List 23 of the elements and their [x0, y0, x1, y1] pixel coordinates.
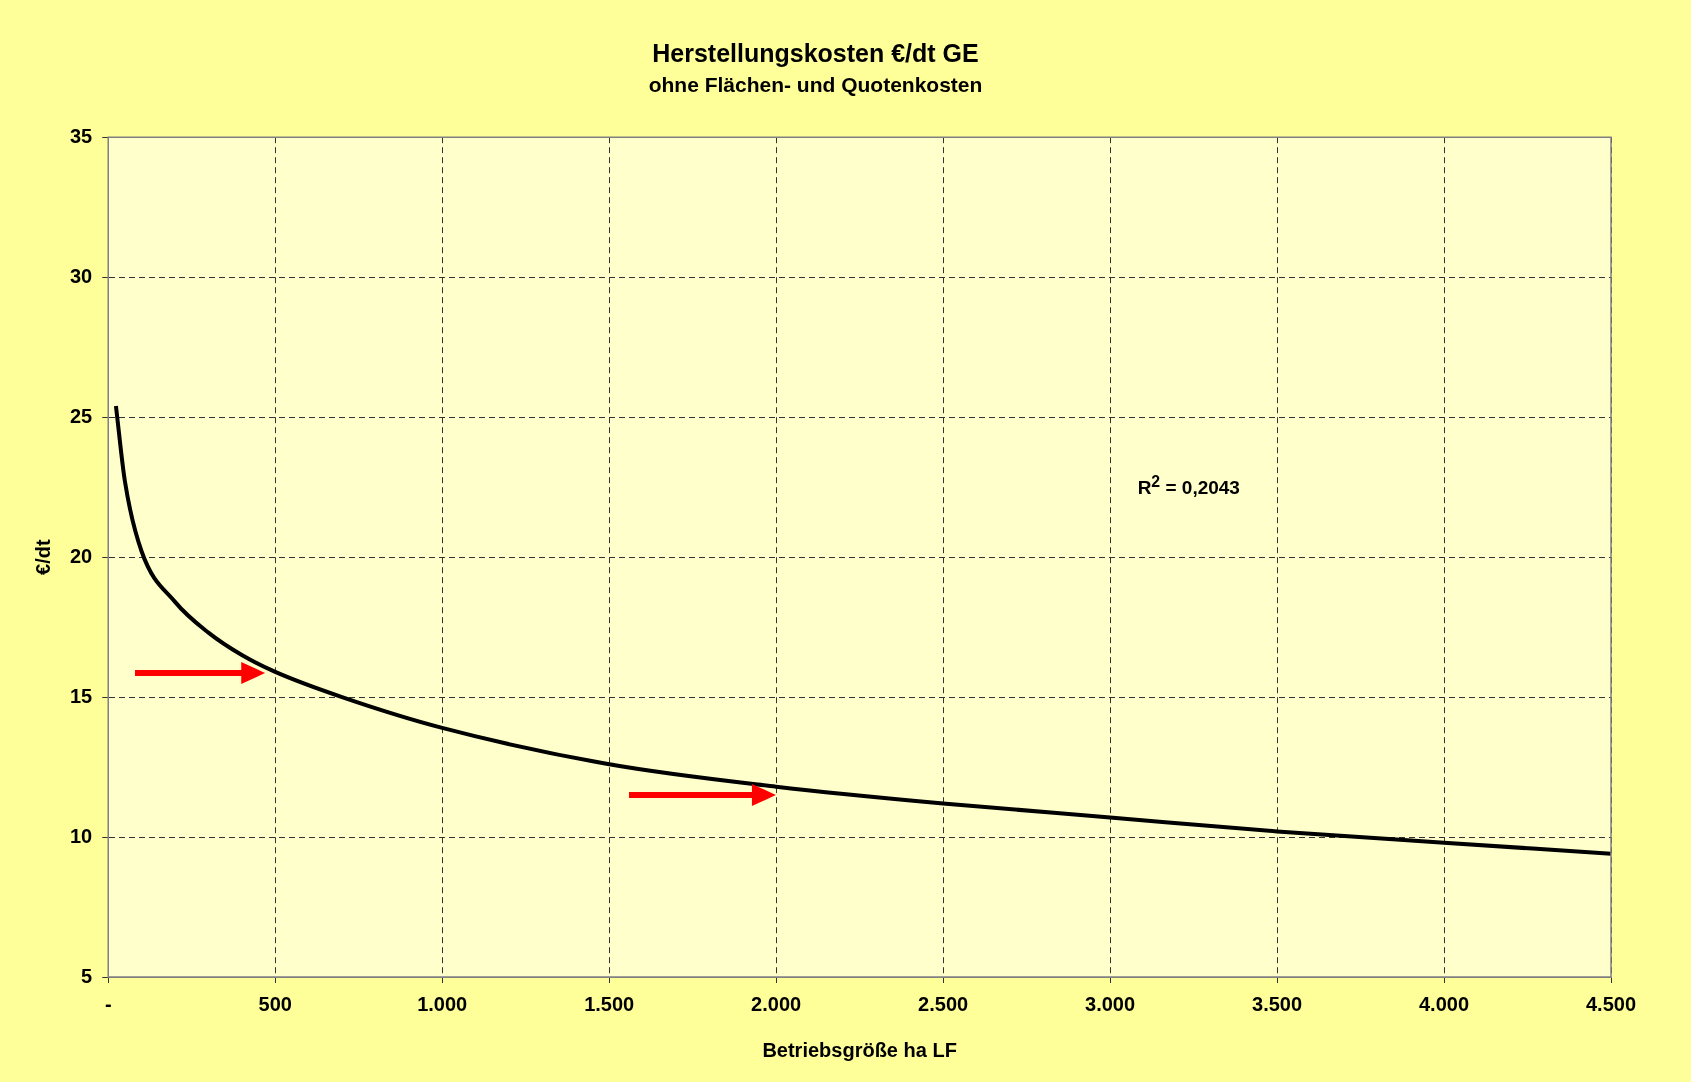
- x-tick-label: 3.000: [1085, 992, 1136, 1015]
- line-series: [113, 403, 1611, 856]
- x-tick-label: 4.000: [1419, 992, 1470, 1015]
- x-tick-label: 3.500: [1252, 992, 1303, 1015]
- y-tick-label: 25: [70, 404, 93, 427]
- x-tick-label: 2.000: [751, 992, 802, 1015]
- y-tick-label: 35: [70, 124, 93, 147]
- x-tick-label: 500: [258, 992, 292, 1015]
- y-tick-label: 20: [70, 544, 93, 567]
- y-tick-label: 5: [81, 964, 93, 987]
- x-tick-label: 1.500: [584, 992, 635, 1015]
- chart-title: Herstellungskosten €/dt GE: [652, 38, 979, 67]
- x-tick-label: 4.500: [1585, 992, 1637, 1015]
- x-tick-label: -: [104, 992, 112, 1015]
- y-tick-label: 15: [70, 684, 93, 707]
- x-axis-title: Betriebsgröße ha LF: [762, 1038, 957, 1061]
- y-tick-label: 30: [70, 264, 93, 287]
- annotation: R$^{2}$ = 0,2043: [1137, 473, 1240, 500]
- x-tick-label: 1.000: [417, 992, 468, 1015]
- y-axis-title: €/dt: [31, 538, 54, 575]
- x-tick-label: 2.500: [918, 992, 969, 1015]
- chart-subtitle: ohne Flächen- und Quotenkosten: [648, 73, 983, 97]
- y-tick-label: 10: [70, 824, 93, 847]
